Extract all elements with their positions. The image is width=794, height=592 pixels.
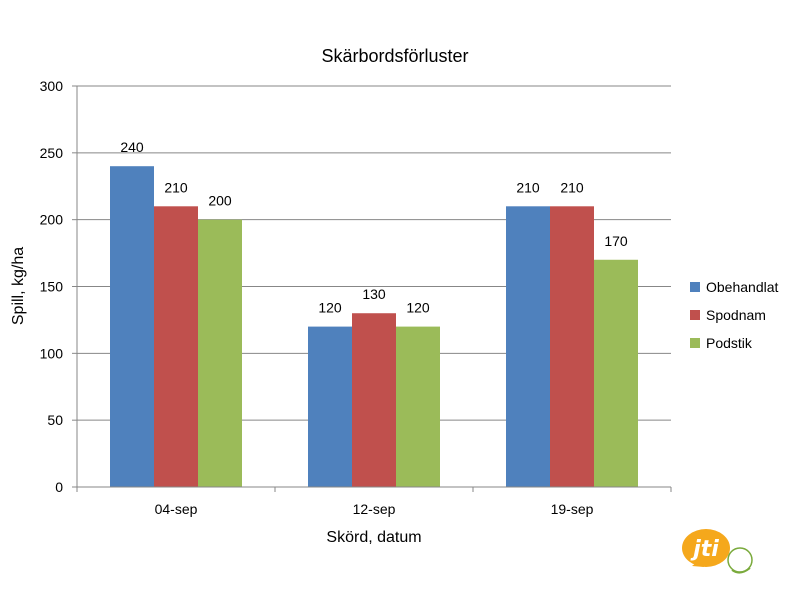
bar-podstik-04-sep — [198, 219, 242, 487]
legend-swatch — [690, 338, 700, 348]
logo-text: jti — [690, 537, 719, 562]
bar-obehandlat-19-sep — [506, 206, 550, 488]
x-tick-label: 19-sep — [551, 501, 594, 517]
bar-spodnam-19-sep — [550, 206, 594, 488]
y-tick-label: 300 — [40, 78, 64, 94]
x-tick-label: 12-sep — [353, 501, 396, 517]
legend-swatch — [690, 310, 700, 320]
x-axis-ticks: 04-sep 12-sep 19-sep — [76, 487, 672, 517]
x-axis-label: Skörd, datum — [326, 529, 421, 546]
legend-swatch — [690, 282, 700, 292]
bars — [110, 166, 638, 488]
chart-title: Skärbordsförluster — [321, 46, 468, 66]
x-axis — [76, 86, 671, 488]
data-label: 240 — [120, 139, 144, 155]
data-label: 210 — [560, 179, 584, 195]
data-label: 130 — [362, 286, 386, 302]
data-label: 210 — [164, 179, 188, 195]
bar-podstik-19-sep — [594, 259, 638, 487]
y-tick-label: 250 — [40, 145, 64, 161]
y-tick-label: 150 — [40, 279, 64, 295]
bar-spodnam-12-sep — [352, 313, 396, 487]
y-axis-ticks: 0 50 100 150 200 250 300 — [40, 78, 77, 495]
y-tick-label: 100 — [40, 345, 64, 361]
y-tick-label: 0 — [55, 479, 63, 495]
jti-logo-icon: jti — [680, 526, 760, 587]
y-axis-label: Spill, kg/ha — [10, 247, 27, 325]
data-label: 170 — [604, 233, 628, 249]
data-label: 120 — [318, 300, 342, 316]
legend-label: Podstik — [706, 335, 753, 351]
legend-label: Spodnam — [706, 307, 766, 323]
bar-obehandlat-12-sep — [308, 326, 352, 487]
y-tick-label: 200 — [40, 212, 64, 228]
legend-label: Obehandlat — [706, 279, 779, 295]
data-labels: 240 210 200 120 130 120 210 210 170 — [120, 139, 628, 315]
bar-spodnam-04-sep — [154, 206, 198, 488]
y-tick-label: 50 — [47, 412, 63, 428]
data-label: 200 — [208, 193, 232, 209]
data-label: 210 — [516, 179, 540, 195]
data-label: 120 — [406, 300, 430, 316]
legend: Obehandlat Spodnam Podstik — [690, 279, 779, 351]
bar-podstik-12-sep — [396, 326, 440, 487]
x-tick-label: 04-sep — [155, 501, 198, 517]
bar-obehandlat-04-sep — [110, 166, 154, 487]
